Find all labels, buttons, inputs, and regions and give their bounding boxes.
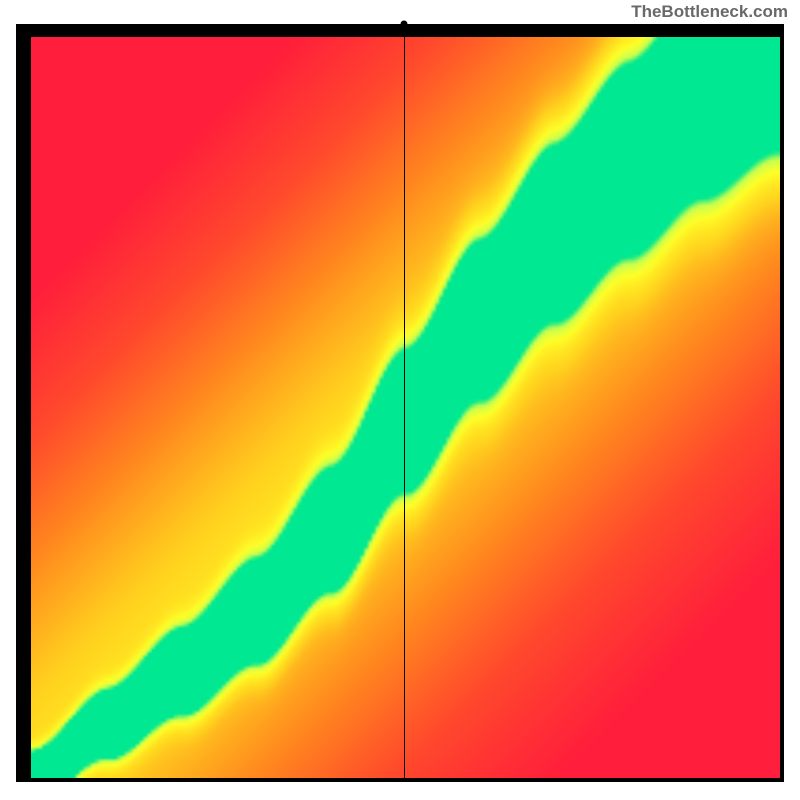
- vertical-rule-dot: [400, 21, 407, 28]
- vertical-rule: [404, 24, 405, 778]
- plot-area: [16, 24, 784, 782]
- watermark-text: TheBottleneck.com: [631, 2, 788, 22]
- heatmap-canvas: [31, 37, 780, 778]
